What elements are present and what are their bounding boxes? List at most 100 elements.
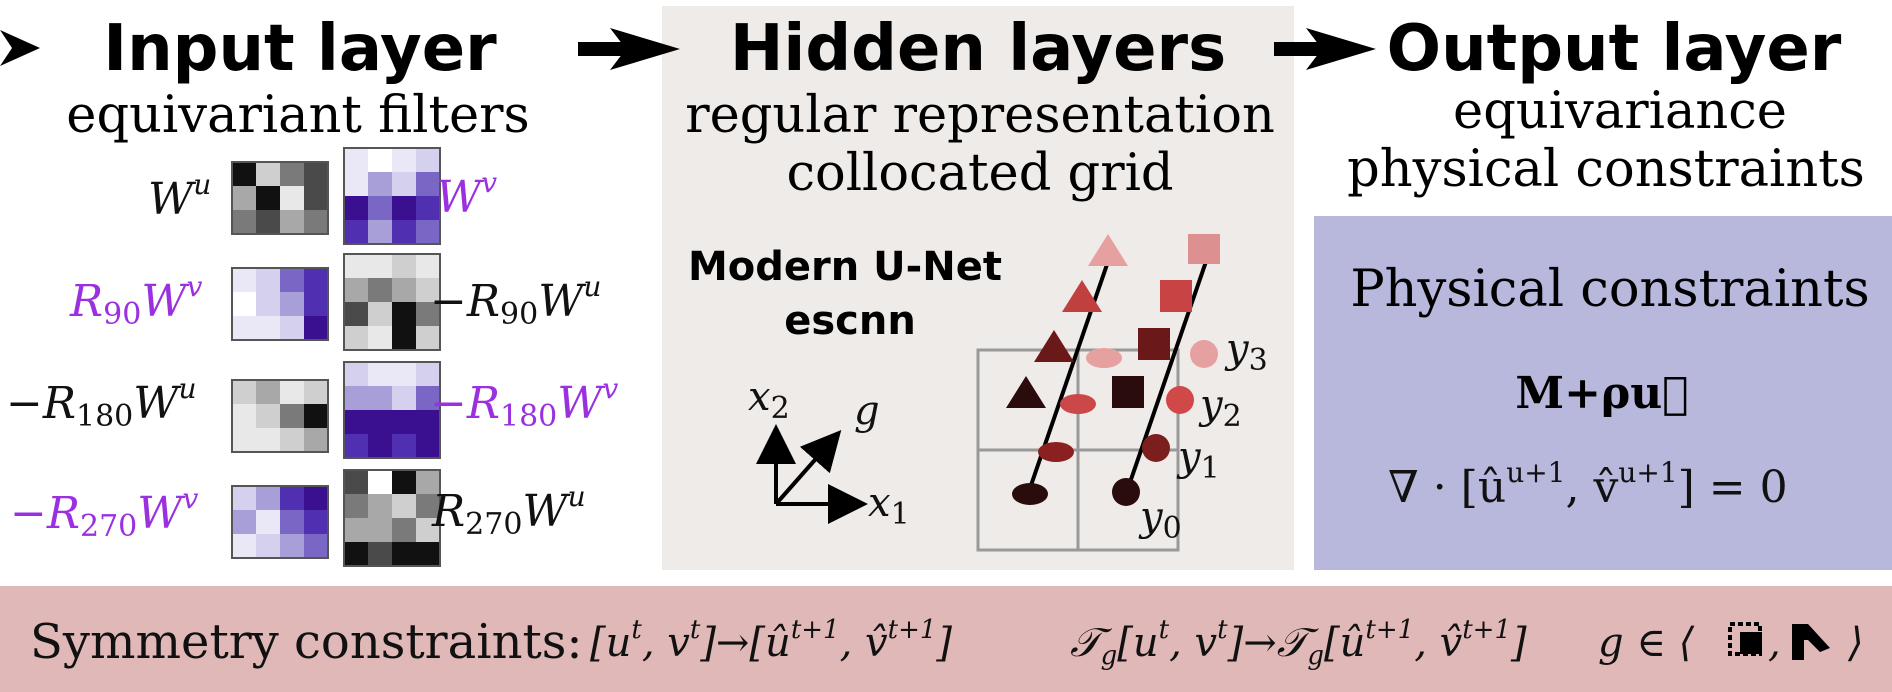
- filter-cell: [256, 316, 281, 341]
- svg-text:Wu: Wu: [148, 168, 211, 225]
- filter-cell: [344, 326, 369, 351]
- filter-cell: [416, 196, 441, 221]
- filter-cell: [304, 292, 329, 317]
- equation-equivariance: [ut, vt]→[ût+1, v̂t+1]: [590, 615, 952, 666]
- filter-cell: [256, 186, 281, 211]
- filter-cell: [392, 470, 417, 495]
- filter-grid: [343, 253, 441, 351]
- filter-cell: [392, 434, 417, 459]
- filter-cell: [232, 486, 257, 511]
- filter-cell: [344, 302, 369, 327]
- filter-cell: [392, 278, 417, 303]
- output-constraints-box: [1314, 216, 1892, 570]
- filter-cell: [416, 254, 441, 279]
- filter-cell: [416, 172, 441, 197]
- filter-cell: [280, 486, 305, 511]
- axes-icon: [756, 424, 868, 524]
- filter-cell: [232, 268, 257, 293]
- group-fiber-left: [1006, 234, 1128, 505]
- filter-cell: [392, 518, 417, 543]
- filter-cell: [416, 410, 441, 435]
- filter-cell: [344, 386, 369, 411]
- filter-cell: [344, 362, 369, 387]
- group-generators: g ∈ ⟨: [1598, 620, 1695, 666]
- filter-cell: [392, 302, 417, 327]
- axis-label-x2: x2: [748, 374, 790, 426]
- filter-cell: [368, 172, 393, 197]
- filter-cell: [368, 542, 393, 567]
- filter-cell: [368, 494, 393, 519]
- filter-cell: [416, 302, 441, 327]
- filter-cell: [304, 186, 329, 211]
- filter-cell: [280, 510, 305, 535]
- svg-text:R270Wu: R270Wu: [431, 480, 586, 542]
- filter-cell: [256, 428, 281, 453]
- hidden-layers-line1: regular representation: [685, 86, 1275, 145]
- filter-cell: [392, 196, 417, 221]
- filter-cell: [416, 220, 441, 245]
- filter-cell: [232, 292, 257, 317]
- filter-cell: [416, 470, 441, 495]
- svg-text:−R270Wv: −R270Wv: [10, 482, 199, 544]
- filter-cell: [392, 494, 417, 519]
- filter-cell: [368, 148, 393, 173]
- filter-cell: [416, 434, 441, 459]
- filter-cell: [368, 254, 393, 279]
- filter-cell: [232, 404, 257, 429]
- filter-cell: [256, 486, 281, 511]
- filter-label-minus-r90-wu: −R90Wu: [430, 270, 601, 332]
- filter-cell: [368, 326, 393, 351]
- filter-border: [231, 485, 329, 559]
- filter-cell: [344, 254, 369, 279]
- filter-grid: [231, 379, 329, 453]
- filter-cell: [344, 470, 369, 495]
- filter-cell: [304, 162, 329, 187]
- label-y0: y0: [1138, 494, 1182, 546]
- filter-cell: [416, 326, 441, 351]
- hidden-layers-title: Hidden layers: [730, 12, 1226, 86]
- filter-cell: [344, 434, 369, 459]
- filter-cell: [344, 172, 369, 197]
- filter-border: [231, 267, 329, 341]
- filter-cell: [392, 410, 417, 435]
- constraints-box-title: Physical constraints: [1350, 260, 1869, 319]
- filter-cell: [304, 404, 329, 429]
- filter-cell: [368, 278, 393, 303]
- filter-cell: [368, 386, 393, 411]
- output-layer-line2: physical constraints: [1347, 140, 1865, 199]
- filter-cell: [232, 534, 257, 559]
- filter-border: [343, 469, 441, 567]
- filter-cell: [256, 292, 281, 317]
- filter-cell: [344, 518, 369, 543]
- filter-grid: [231, 485, 329, 559]
- filter-grid: [343, 361, 441, 459]
- symmetry-label: Symmetry constraints:: [30, 614, 583, 670]
- filter-border: [231, 379, 329, 453]
- filter-cell: [416, 148, 441, 173]
- filter-cell: [304, 380, 329, 405]
- filter-cell: [392, 362, 417, 387]
- rotation-icon: [1728, 622, 1762, 656]
- filter-cell: [280, 404, 305, 429]
- reflection-icon: [1792, 624, 1830, 660]
- filter-cell: [344, 196, 369, 221]
- filter-cell: [280, 210, 305, 235]
- axis-label-x1: x1: [868, 480, 910, 532]
- output-layer-title: Output layer: [1387, 12, 1842, 86]
- arrow-right-icon: [578, 28, 680, 70]
- filter-cell: [368, 302, 393, 327]
- equation-transformed: 𝒯g[ut, vt]→𝒯g[ût+1, v̂t+1]: [1070, 615, 1527, 671]
- filter-cell: [368, 434, 393, 459]
- filter-border: [343, 253, 441, 351]
- label-y1: y1: [1176, 434, 1220, 486]
- filter-cell: [392, 148, 417, 173]
- filter-cell: [368, 470, 393, 495]
- filter-cell: [392, 220, 417, 245]
- filter-grids: [231, 147, 441, 567]
- filter-cell: [368, 362, 393, 387]
- input-layer-title: Input layer: [103, 12, 497, 86]
- arrow-right-icon: [1274, 28, 1376, 70]
- filter-cell: [280, 268, 305, 293]
- filter-cell: [392, 172, 417, 197]
- filter-cell: [256, 268, 281, 293]
